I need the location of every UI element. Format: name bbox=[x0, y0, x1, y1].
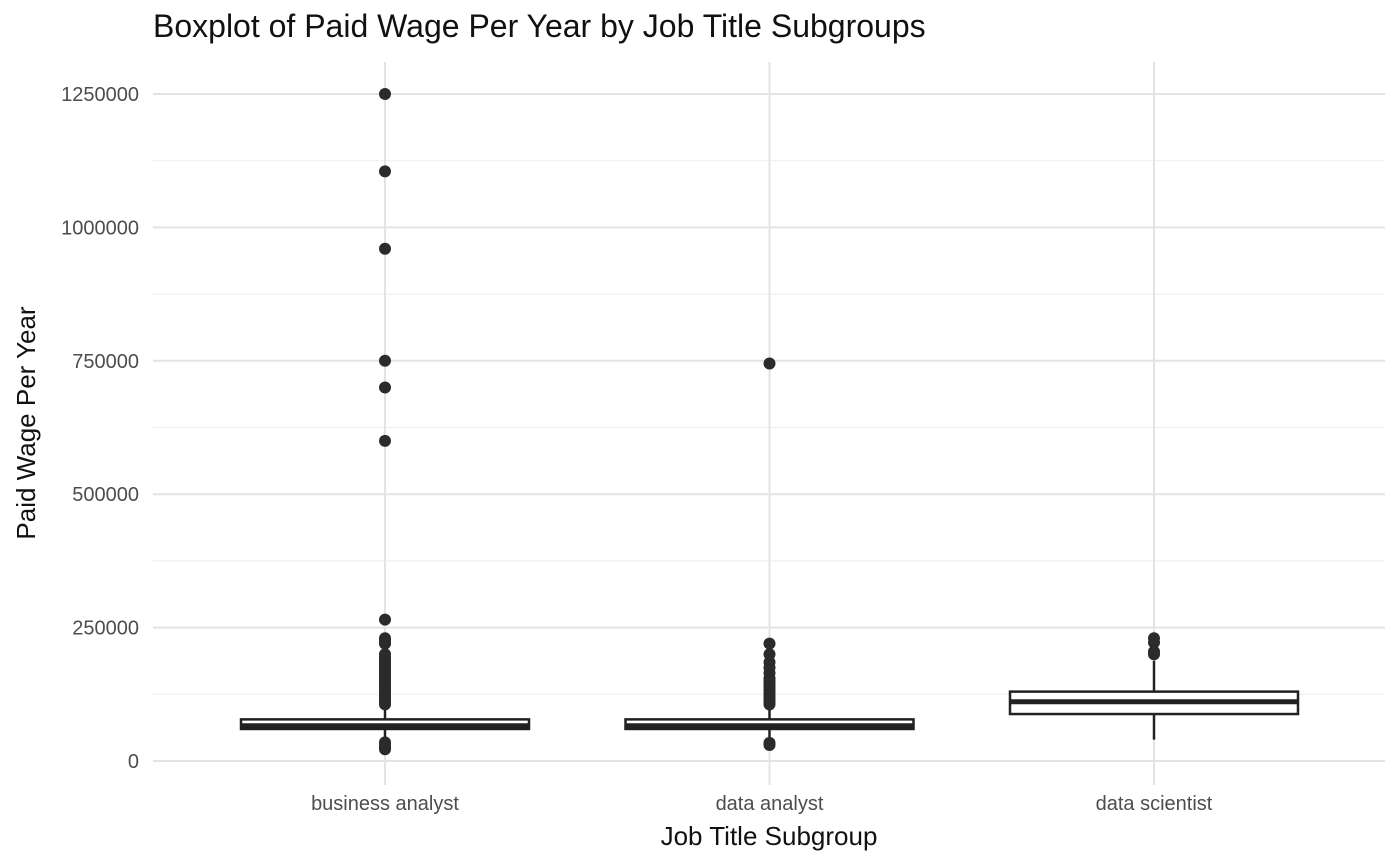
outlier-point bbox=[379, 434, 391, 447]
outlier-point bbox=[379, 613, 391, 626]
outlier-point bbox=[379, 354, 391, 367]
y-tick-label: 1250000 bbox=[61, 84, 139, 106]
y-tick-label: 250000 bbox=[72, 618, 139, 640]
outlier-point bbox=[763, 357, 776, 370]
outlier-point bbox=[379, 242, 391, 255]
outlier-point bbox=[379, 165, 391, 178]
y-tick-label: 750000 bbox=[72, 351, 139, 373]
grid-layer bbox=[153, 62, 1385, 785]
y-axis-title: Paid Wage Per Year bbox=[11, 306, 41, 540]
y-tick-label: 1000000 bbox=[61, 217, 139, 239]
x-tick-label: data analyst bbox=[716, 793, 824, 815]
outlier-point bbox=[763, 698, 776, 711]
box-layer bbox=[239, 88, 1300, 756]
outlier-point bbox=[763, 738, 776, 751]
outlier-point bbox=[763, 637, 776, 650]
x-tick-label: data scientist bbox=[1096, 793, 1213, 815]
outlier-point bbox=[1148, 636, 1160, 649]
outlier-point bbox=[379, 698, 391, 711]
outlier-point bbox=[379, 637, 391, 650]
x-tick-label: business analyst bbox=[311, 793, 459, 815]
outlier-point bbox=[379, 381, 391, 394]
outlier-point bbox=[1148, 648, 1160, 661]
y-tick-label: 0 bbox=[128, 751, 139, 773]
chart-title: Boxplot of Paid Wage Per Year by Job Tit… bbox=[153, 8, 926, 44]
y-tick-label: 500000 bbox=[72, 484, 139, 506]
x-axis-title: Job Title Subgroup bbox=[661, 821, 878, 851]
outlier-point bbox=[379, 88, 391, 101]
label-layer: 0 250000 500000 750000 1000000 1250000 busines… bbox=[61, 84, 1213, 815]
outlier-point bbox=[379, 743, 391, 756]
